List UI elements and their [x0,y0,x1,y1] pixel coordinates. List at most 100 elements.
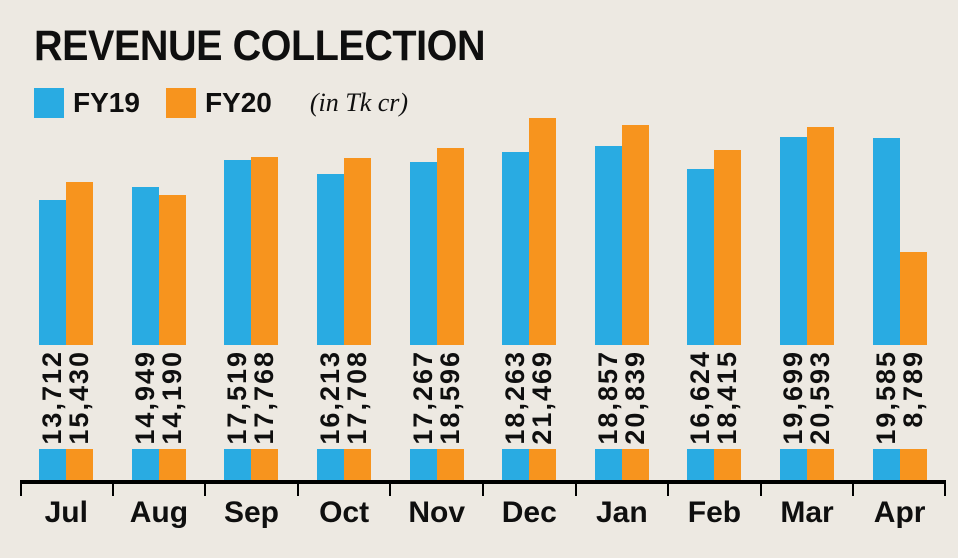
bar-stub-fy19-nov [409,449,437,480]
value-label-cell-fy19-jul: 13,712 [37,350,68,449]
value-label-fy20-sep: 17,768 [249,350,280,445]
value-label-cell-fy19-sep: 17,519 [222,350,252,449]
value-labels-nov: 17,267 18,596 [390,345,483,449]
chart-area: 13,712 15,430 14,949 14,190 17,519 17,768 16,2… [20,118,946,530]
bar-stub-fy20-feb [714,449,742,480]
value-label-cell-fy20-dec: 21,469 [527,350,558,449]
value-labels-feb: 16,624 18,415 [668,345,761,449]
value-label-cell-fy19-oct: 16,213 [315,350,346,449]
bar-stubs-oct [298,449,391,480]
month-label-dec: Dec [481,484,576,530]
bar-fy20-dec [529,118,557,345]
month-group-mar: 19,699 20,593 [761,118,854,480]
bar-fy19-nov [409,162,437,345]
bar-fy20-sep [251,157,279,345]
bar-stub-fy19-aug [131,449,159,480]
value-label-cell-fy20-oct: 17,708 [342,350,373,449]
month-label-mar: Mar [759,484,854,530]
bar-stubs-apr [853,449,946,480]
bar-fy19-apr [872,138,900,345]
month-group-feb: 16,624 18,415 [668,118,761,480]
legend-label-fy20: FY20 [204,87,272,118]
month-axis: Jul Aug Sep Oct Nov Dec Jan Feb Mar Apr [20,484,946,530]
bar-stub-fy20-aug [158,449,186,480]
value-label-fy20-nov: 18,596 [434,350,465,445]
value-label-fy20-apr: 8,789 [897,350,928,428]
bars-jul [20,118,113,345]
value-label-fy20-jan: 20,839 [619,350,650,445]
month-group-aug: 14,949 14,190 [113,118,206,480]
bar-fy19-oct [317,174,345,345]
value-labels-sep: 17,519 17,768 [205,345,298,449]
value-label-cell-fy19-feb: 16,624 [685,350,716,449]
bar-stub-fy19-feb [687,449,715,480]
value-label-fy19-oct: 16,213 [315,350,346,445]
value-label-fy19-jan: 18,857 [592,350,623,445]
bar-stub-fy19-jul [39,449,67,480]
value-label-cell-fy20-nov: 18,596 [434,350,465,449]
bar-stub-fy20-nov [436,449,464,480]
bars-dec [483,118,576,345]
value-label-cell-fy19-aug: 14,949 [129,350,160,449]
bar-fy20-apr [899,252,927,345]
value-label-fy20-feb: 18,415 [712,350,743,445]
bars-jan [576,118,669,345]
bar-stub-fy20-dec [529,449,557,480]
value-labels-jan: 18,857 20,839 [576,345,669,449]
value-label-cell-fy19-mar: 19,699 [778,350,808,449]
bar-fy19-dec [502,152,530,345]
value-label-cell-fy20-feb: 18,415 [712,350,743,449]
bar-stub-fy20-mar [807,449,835,480]
bar-stub-fy20-oct [344,449,372,480]
bar-stubs-feb [668,449,761,480]
bar-stub-fy20-jan [621,449,649,480]
bar-stubs-aug [113,449,206,480]
value-label-fy20-dec: 21,469 [527,350,558,445]
legend-swatch-fy19 [34,88,64,118]
bar-fy19-mar [780,137,808,345]
bar-stub-fy20-jul [66,449,94,480]
bar-stubs-jul [20,449,113,480]
value-label-fy19-aug: 14,949 [129,350,160,445]
value-label-fy20-jul: 15,430 [64,350,95,445]
value-labels-dec: 18,263 21,469 [483,345,576,449]
value-label-cell-fy20-jan: 20,839 [619,350,650,449]
bars-oct [298,118,391,345]
bar-fy20-oct [344,158,372,345]
legend-label-fy19: FY19 [73,87,140,118]
bar-fy20-mar [807,127,835,345]
chart-groups: 13,712 15,430 14,949 14,190 17,519 17,768 16,2… [20,118,946,484]
bar-stub-fy19-oct [317,449,345,480]
month-label-nov: Nov [389,484,483,530]
bar-stub-fy19-mar [780,449,808,480]
value-label-cell-fy19-apr: 19,585 [870,350,901,449]
value-label-fy19-jul: 13,712 [37,350,68,445]
value-label-fy20-mar: 20,593 [805,350,836,445]
bar-stub-fy20-apr [899,449,927,480]
month-label-sep: Sep [204,484,298,530]
bar-fy19-sep [224,160,252,345]
month-label-feb: Feb [667,484,761,530]
value-label-fy19-nov: 17,267 [407,350,438,445]
month-group-jan: 18,857 20,839 [576,118,669,480]
bar-fy20-nov [436,148,464,345]
chart-title: REVENUE COLLECTION [34,22,486,70]
month-group-dec: 18,263 21,469 [483,118,576,480]
bar-stub-fy19-sep [224,449,252,480]
value-label-fy19-feb: 16,624 [685,350,716,445]
bars-feb [668,118,761,345]
value-labels-mar: 19,699 20,593 [761,345,854,449]
bar-fy20-aug [158,195,186,345]
value-label-fy19-apr: 19,585 [870,350,901,445]
bar-stubs-nov [390,449,483,480]
value-labels-jul: 13,712 15,430 [20,345,113,449]
value-label-cell-fy19-dec: 18,263 [500,350,530,449]
value-label-cell-fy19-nov: 17,267 [407,350,438,449]
bar-stub-fy19-dec [502,449,530,480]
month-group-sep: 17,519 17,768 [205,118,298,480]
bar-fy19-jan [594,146,622,345]
value-label-fy20-oct: 17,708 [342,350,373,445]
chart-header: REVENUE COLLECTION FY19 FY20 (in Tk cr) [34,22,524,119]
bar-fy19-aug [131,187,159,345]
